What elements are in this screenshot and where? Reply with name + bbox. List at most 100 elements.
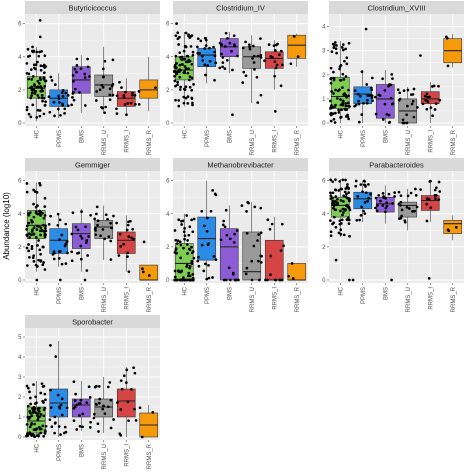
data-point [126,102,130,105]
data-point [25,182,29,185]
data-point [196,51,200,55]
data-point [31,49,34,53]
data-point [73,67,77,71]
data-point [329,230,333,234]
data-point [247,201,250,205]
data-point [334,88,337,92]
data-point [25,246,29,250]
data-point [73,405,77,409]
data-point [207,276,211,280]
data-point [334,47,338,51]
data-point [89,213,92,217]
data-point [37,96,41,100]
data-point [48,110,52,114]
data-point [57,101,61,104]
data-point [339,187,343,191]
data-point [53,431,56,435]
data-point [57,97,61,100]
data-point [399,204,402,207]
data-point [109,239,113,243]
data-point [431,114,434,118]
data-point [175,72,178,76]
data-point [342,233,346,237]
data-point [200,54,204,58]
data-point [400,208,404,212]
data-point [390,73,394,76]
data-point [130,236,133,240]
data-point [412,115,416,119]
data-point [185,263,189,267]
data-point [231,113,234,117]
data-point [39,431,42,435]
data-point [78,414,81,417]
data-point [137,90,141,93]
data-point [347,191,351,194]
data-point [107,405,110,409]
data-point [32,202,35,206]
data-point [115,94,119,98]
data-point [32,233,35,236]
data-point [212,45,215,49]
data-point [97,430,100,433]
data-point [125,228,129,232]
data-point [183,88,187,91]
data-point [354,184,358,188]
data-point [110,226,113,230]
data-point [109,426,113,430]
data-point [71,96,74,99]
data-point [224,208,228,212]
data-point [39,252,42,256]
y-tick-label: 6 [322,179,326,185]
data-point [425,92,429,96]
data-point [191,230,195,234]
data-point [83,104,87,107]
data-point [366,94,369,97]
data-point [190,218,193,222]
data-point [292,35,296,38]
data-point [186,95,190,98]
data-point [191,53,195,57]
data-point [268,227,272,231]
data-point [423,94,427,98]
data-point [391,102,395,106]
data-point [355,218,359,222]
data-point [221,61,225,64]
data-point [185,243,189,246]
data-point [182,246,185,250]
data-point [41,99,44,103]
data-point [34,63,38,67]
data-point [30,233,33,237]
data-point [49,214,52,218]
data-point [37,54,41,58]
data-point [95,403,98,406]
data-point [53,114,56,118]
data-point [44,100,47,104]
data-point [75,428,79,431]
data-point [244,272,248,276]
data-point [213,50,216,54]
box-rrms_r [139,79,159,99]
data-point [25,62,29,65]
data-point [256,54,260,58]
data-point [387,121,391,124]
data-point [104,105,107,109]
data-point [191,273,195,276]
data-point [27,249,30,253]
data-point [133,371,137,375]
data-point [384,206,388,210]
data-point [389,96,393,100]
data-point [399,200,403,204]
data-point [175,62,178,65]
data-point [354,103,358,107]
data-point [66,104,70,108]
data-point [178,240,182,244]
x-tick-label: RRMS_R [147,443,153,469]
data-point [66,93,70,97]
data-point [454,226,458,229]
data-point [341,48,345,52]
data-point [197,264,201,268]
data-point [345,56,349,60]
data-point [70,103,73,107]
data-point [398,91,402,95]
data-point [64,222,68,226]
